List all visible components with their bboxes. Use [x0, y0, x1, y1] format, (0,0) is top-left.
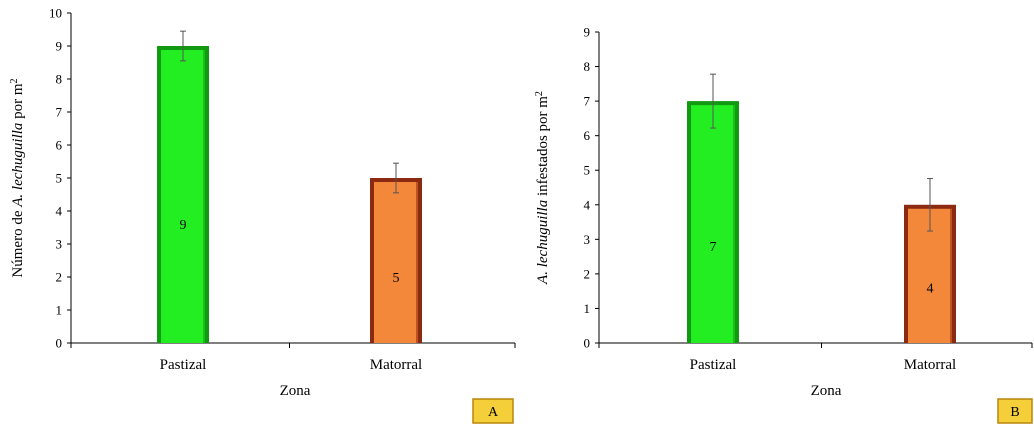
- y-tick-label-a-1: 1: [56, 303, 63, 318]
- bar-value-label-a-1: 5: [393, 271, 400, 286]
- bar-a-pastizal: [157, 46, 209, 343]
- y-tick-label-a-3: 3: [56, 237, 63, 252]
- y-tick-label-a-2: 2: [56, 270, 63, 285]
- y-tick-label-b-5: 5: [584, 163, 591, 178]
- bar-value-label-a-0: 9: [180, 218, 187, 233]
- y-tick-label-b-0: 0: [584, 336, 591, 351]
- y-tick-label-a-6: 6: [56, 138, 63, 153]
- error-bar-a-matorral: [393, 162, 399, 194]
- y-tick-label-a-8: 8: [56, 72, 63, 87]
- y-tick-label-b-4: 4: [584, 197, 591, 212]
- panel-badge-label-a: A: [488, 405, 499, 420]
- y-tick-label-b-2: 2: [584, 266, 591, 281]
- y-tick-label-a-9: 9: [56, 39, 63, 54]
- bar-b-pastizal: [687, 101, 739, 343]
- panel-badge-label-b: B: [1010, 405, 1019, 420]
- bar-chart-b: 0 1 2 3 4 5 6 7 8 9 7 Pastizal 4 Matorral Zona A. lechu…: [534, 25, 1033, 424]
- y-tick-label-a-7: 7: [56, 105, 63, 120]
- panel-badge-a: A: [472, 398, 514, 424]
- y-axis-title-part-a-0: Número de: [10, 207, 26, 278]
- category-label-a-0: Pastizal: [160, 357, 207, 373]
- bar-chart-a: 0 1 2 3 4 5 6 7 8 9 10 9 Pastizal 5 Matorral Zona Número…: [9, 6, 516, 424]
- y-tick-label-b-9: 9: [584, 25, 591, 40]
- y-tick-label-b-6: 6: [584, 128, 591, 143]
- category-label-b-0: Pastizal: [690, 357, 737, 373]
- y-axis-title-part-b-0: A. lechuguilla: [535, 200, 551, 285]
- y-tick-label-b-8: 8: [584, 59, 591, 74]
- y-tick-label-b-3: 3: [584, 232, 591, 247]
- y-axis-title-part-a-3: 2: [9, 78, 20, 83]
- y-tick-label-a-10: 10: [49, 6, 62, 21]
- y-axis-title-a: Número de A. lechuguilla por m2: [9, 78, 27, 277]
- chart-panel-b: 0 1 2 3 4 5 6 7 8 9 7 Pastizal 4 Matorral Zona A. lechu…: [520, 0, 1034, 427]
- bar-value-label-b-1: 4: [927, 282, 934, 297]
- error-bar-a-pastizal: [180, 30, 186, 62]
- error-bar-b-matorral: [927, 178, 933, 232]
- y-axis-title-part-a-2: por m: [10, 83, 26, 122]
- bar-a-matorral: [370, 178, 422, 343]
- y-tick-label-a-4: 4: [56, 204, 63, 219]
- y-tick-label-a-0: 0: [56, 336, 63, 351]
- error-bar-b-pastizal: [710, 73, 716, 129]
- y-tick-label-b-7: 7: [584, 94, 591, 109]
- x-axis-title-a: Zona: [280, 383, 311, 399]
- chart-panel-a: 0 1 2 3 4 5 6 7 8 9 10 9 Pastizal 5 Matorral Zona Número…: [9, 6, 516, 424]
- y-tick-label-a-5: 5: [56, 171, 63, 186]
- y-axis-title-part-b-2: 2: [534, 91, 545, 96]
- panel-badge-b: B: [997, 398, 1033, 424]
- category-label-a-1: Matorral: [370, 357, 422, 373]
- y-axis-title-part-b-1: infestados por m: [535, 96, 551, 200]
- y-axis-title-b: A. lechuguilla infestados por m2: [534, 91, 552, 285]
- y-axis-title-part-a-1: A. lechuguilla: [10, 123, 26, 208]
- y-tick-label-b-1: 1: [584, 301, 591, 316]
- bar-value-label-b-0: 7: [710, 240, 717, 255]
- x-axis-title-b: Zona: [811, 383, 842, 399]
- category-label-b-1: Matorral: [904, 357, 956, 373]
